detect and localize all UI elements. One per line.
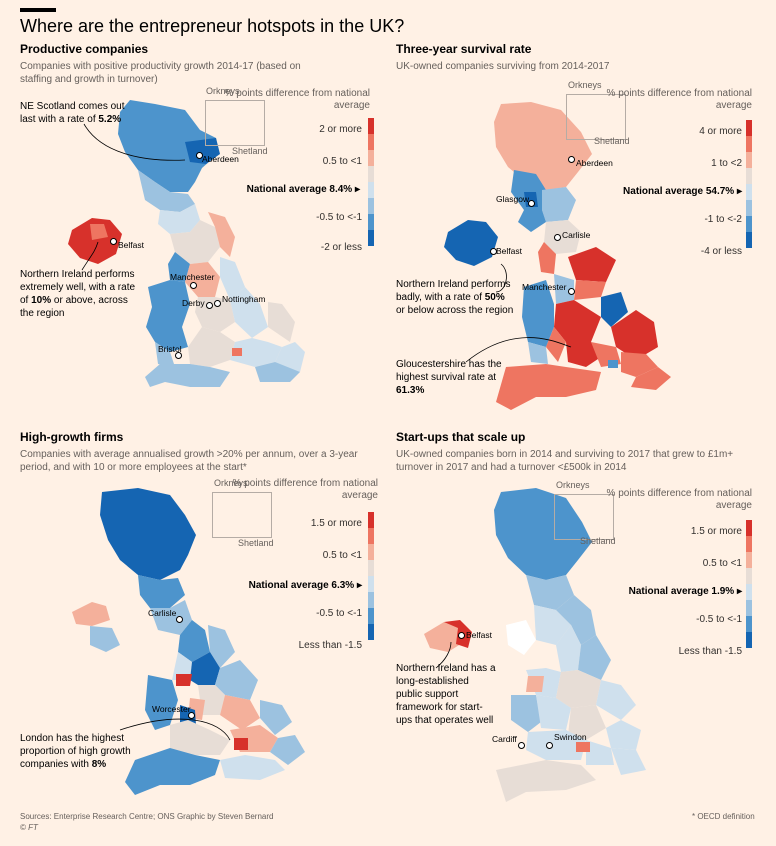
city-marker <box>176 616 183 623</box>
legend-label-lower: -1 to <-2 <box>704 214 742 225</box>
legend-label-upper: 0.5 to <1 <box>322 156 362 167</box>
city-marker <box>458 632 465 639</box>
legend-color-bar <box>368 512 374 640</box>
uk-choropleth-map <box>424 488 646 802</box>
city-marker <box>190 282 197 289</box>
panel-title: Productive companies <box>20 42 149 56</box>
footer-sources: Sources: Enterprise Research Centre; ONS… <box>20 812 274 821</box>
legend-color-bar <box>746 520 752 648</box>
orkneys-label: Orkneys <box>206 86 240 96</box>
city-marker <box>188 712 195 719</box>
panel-subtitle: Companies with average annualised growth… <box>20 449 358 473</box>
city-marker <box>568 156 575 163</box>
city-marker <box>554 234 561 241</box>
footer-note: * OECD definition <box>692 812 755 821</box>
city-label: Carlisle <box>562 230 591 240</box>
legend-label-bottom: -2 or less <box>320 242 362 253</box>
shetland-label: Shetland <box>580 536 616 546</box>
orkneys-label: Orkneys <box>568 80 602 90</box>
city-label: Aberdeen <box>576 158 613 168</box>
orkneys-label: Orkneys <box>556 480 590 490</box>
panel-subtitle: UK-owned companies born in 2014 and surv… <box>396 449 734 473</box>
uk-choropleth-map <box>72 488 305 795</box>
annotation-northern-ireland: Northern Ireland performs badly, with a … <box>396 279 514 316</box>
annotation-northern-ireland: Northern Ireland performs extremely well… <box>20 269 136 319</box>
city-marker <box>546 742 553 749</box>
legend-label-upper: 1 to <2 <box>711 158 742 169</box>
legend-title: % points difference from national averag… <box>224 88 370 111</box>
city-label: Manchester <box>170 272 215 282</box>
legend-label-upper: 0.5 to <1 <box>322 550 362 561</box>
orkneys-shetland-inset <box>212 492 272 538</box>
legend-color-bar <box>368 118 374 246</box>
legend-national-average: National average 6.3% ▸ <box>248 580 362 591</box>
city-label: Swindon <box>554 732 587 742</box>
city-label: Belfast <box>496 246 522 256</box>
city-label: Belfast <box>466 630 492 640</box>
city-label: Worcester <box>152 704 191 714</box>
shetland-label: Shetland <box>238 538 274 548</box>
panel-productive-companies: Productive companies Companies with posi… <box>20 42 392 422</box>
city-label: Manchester <box>522 282 567 292</box>
legend-label-bottom: -4 or less <box>700 246 742 257</box>
annotation-london: London has the highest proportion of hig… <box>20 733 131 770</box>
legend-label-top: 1.5 or more <box>310 518 362 529</box>
shetland-label: Shetland <box>232 146 268 156</box>
legend-color-bar <box>746 120 752 248</box>
legend-label-lower: -0.5 to <-1 <box>696 614 742 625</box>
annotation-ne-scotland: NE Scotland comes out last with a rate o… <box>20 101 125 125</box>
city-label: Bristol <box>158 344 182 354</box>
legend-label-lower: -0.5 to <-1 <box>316 608 362 619</box>
city-label: Aberdeen <box>202 154 239 164</box>
legend-title: % points difference from national averag… <box>606 488 752 511</box>
orkneys-shetland-inset <box>566 94 626 140</box>
annotation-northern-ireland: Northern Ireland has a long-established … <box>396 663 496 726</box>
legend-label-top: 1.5 or more <box>690 526 742 537</box>
panel-three-year-survival: Three-year survival rate UK-owned compan… <box>396 42 768 422</box>
legend-title: % points difference from national averag… <box>606 88 752 111</box>
shetland-label: Shetland <box>594 136 630 146</box>
uk-choropleth-map <box>444 102 671 410</box>
legend-national-average: National average 8.4% ▸ <box>246 184 360 195</box>
city-label: Nottingham <box>222 294 266 304</box>
city-marker <box>196 152 203 159</box>
footer-copyright: © FT <box>20 823 38 832</box>
legend-label-upper: 0.5 to <1 <box>702 558 742 569</box>
orkneys-shetland-inset <box>554 494 614 540</box>
legend-label-lower: -0.5 to <-1 <box>316 212 362 223</box>
city-marker <box>206 302 213 309</box>
panel-subtitle: UK-owned companies surviving from 2014-2… <box>396 61 610 72</box>
page-title: Where are the entrepreneur hotspots in t… <box>20 16 405 36</box>
city-label: Glasgow <box>496 194 530 204</box>
city-marker <box>110 238 117 245</box>
orkneys-shetland-inset <box>205 100 265 146</box>
panel-title: Start-ups that scale up <box>396 430 526 444</box>
legend-label-top: 4 or more <box>699 126 742 137</box>
legend-label-top: 2 or more <box>319 124 362 135</box>
panel-title: Three-year survival rate <box>396 42 532 56</box>
legend-national-average: National average 54.7% ▸ <box>623 186 742 197</box>
city-label: Carlisle <box>148 608 177 618</box>
city-marker <box>214 300 221 307</box>
legend-national-average: National average 1.9% ▸ <box>628 586 742 597</box>
city-marker <box>518 742 525 749</box>
title-bar-accent <box>20 8 56 12</box>
panel-subtitle: Companies with positive productivity gro… <box>20 61 301 85</box>
annotation-gloucestershire: Gloucestershire has the highest survival… <box>396 359 502 396</box>
legend-title: % points difference from national averag… <box>232 478 378 501</box>
city-marker <box>568 288 575 295</box>
panel-high-growth-firms: High-growth firms Companies with average… <box>20 430 392 810</box>
city-label: Cardiff <box>492 734 517 744</box>
legend-label-bottom: Less than -1.5 <box>298 640 362 651</box>
city-marker <box>175 352 182 359</box>
legend-label-bottom: Less than -1.5 <box>678 646 742 657</box>
panel-title: High-growth firms <box>20 430 124 444</box>
city-marker <box>528 200 535 207</box>
city-label: Derby <box>182 298 205 308</box>
city-marker <box>490 248 497 255</box>
panel-start-ups-scale-up: Start-ups that scale up UK-owned compani… <box>396 430 768 810</box>
city-label: Belfast <box>118 240 144 250</box>
orkneys-label: Orkneys <box>214 478 248 488</box>
